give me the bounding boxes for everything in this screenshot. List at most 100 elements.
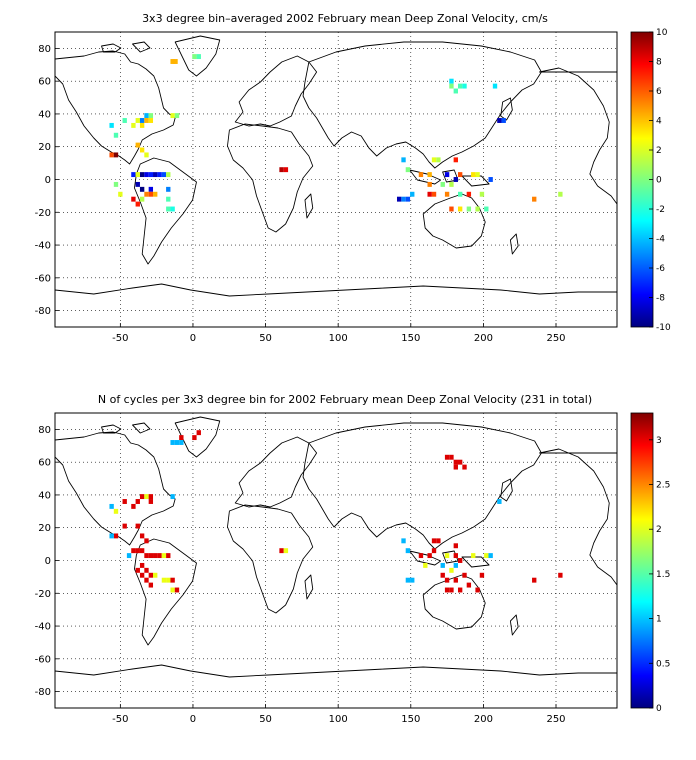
- data-cell: [418, 172, 424, 178]
- colorbar-tick-label: -2: [656, 205, 665, 215]
- data-cell: [488, 177, 493, 182]
- data-cell: [109, 503, 114, 509]
- data-cell: [440, 562, 445, 568]
- data-cell: [148, 186, 154, 192]
- data-cell: [148, 494, 154, 500]
- data-cell: [109, 533, 114, 539]
- y-tick-label: 0: [45, 175, 51, 186]
- data-cell: [131, 548, 136, 554]
- data-cell: [131, 503, 136, 509]
- x-tick-label: 50: [259, 333, 272, 344]
- data-cell: [139, 548, 145, 554]
- data-cell: [279, 167, 284, 173]
- x-tick-label: 250: [546, 333, 565, 344]
- velocity-x-ticks: -50 0 50 100 150 200 250: [112, 323, 566, 344]
- colorbar-tick-label: 4: [656, 117, 662, 127]
- data-cell: [173, 59, 178, 64]
- data-cell: [144, 172, 149, 178]
- data-cell: [170, 577, 175, 583]
- data-cell: [427, 172, 432, 178]
- data-cell: [139, 118, 145, 123]
- data-cell: [144, 567, 149, 573]
- y-tick-label: 40: [38, 109, 51, 120]
- data-cell: [122, 118, 127, 123]
- data-cell: [148, 553, 154, 559]
- data-cell: [457, 191, 463, 197]
- data-cell: [558, 191, 563, 197]
- data-cell: [492, 83, 498, 89]
- data-cell: [170, 59, 175, 64]
- data-cell: [153, 553, 158, 559]
- data-cell: [449, 567, 454, 573]
- colorbar-tick-label: -6: [656, 264, 665, 274]
- data-cell: [444, 172, 450, 178]
- data-cell: [418, 553, 424, 559]
- data-cell: [161, 172, 167, 178]
- y-tick-label: -20: [35, 208, 51, 219]
- data-cell: [126, 553, 132, 559]
- colorbar-tick-label: 1.5: [656, 570, 670, 580]
- colorbar-tick-label: -8: [656, 294, 665, 304]
- colorbar-tick-label: 6: [656, 87, 662, 97]
- data-cell: [135, 201, 140, 207]
- data-cell: [453, 562, 458, 568]
- velocity-y-ticks: -80 -60 -40 -20 0 20 40 60 80: [35, 44, 59, 317]
- data-cell: [144, 118, 149, 123]
- data-cell: [427, 553, 432, 559]
- data-cell: [144, 553, 149, 559]
- y-tick-label: 80: [38, 44, 51, 55]
- data-cell: [475, 206, 480, 212]
- data-cell: [153, 572, 158, 578]
- data-cell: [161, 577, 167, 583]
- data-cell: [174, 587, 180, 593]
- data-cell: [475, 587, 480, 593]
- data-cell: [148, 118, 154, 123]
- data-cell: [497, 118, 502, 123]
- data-cell: [174, 113, 180, 119]
- y-tick-label: -80: [35, 306, 51, 317]
- colorbar-tick-label: 3: [656, 436, 662, 446]
- data-cell: [170, 206, 175, 212]
- data-cell: [444, 553, 450, 559]
- data-cell: [139, 196, 145, 202]
- data-cell: [144, 538, 149, 544]
- data-cell: [444, 587, 450, 593]
- data-cell: [466, 191, 472, 197]
- data-cell: [131, 172, 136, 178]
- data-cell: [501, 118, 506, 123]
- data-cell: [122, 499, 127, 504]
- data-cell: [148, 113, 154, 119]
- data-cell: [440, 181, 445, 187]
- velocity-panel: 3x3 degree bin–averaged 2002 February me…: [35, 12, 671, 344]
- data-cell: [170, 440, 175, 445]
- x-tick-label: 150: [401, 714, 420, 725]
- data-cell: [135, 523, 140, 529]
- data-cell: [405, 577, 411, 583]
- cycles-coastlines: [55, 416, 617, 708]
- colorbar-tick-label: 10: [656, 28, 668, 38]
- y-tick-label: 60: [38, 77, 51, 88]
- colorbar-tick-label: 1: [656, 615, 662, 625]
- data-cell: [475, 172, 480, 178]
- data-cell: [410, 577, 415, 583]
- data-cell: [157, 553, 162, 559]
- data-cell: [144, 577, 149, 583]
- data-cell: [139, 533, 145, 539]
- data-cell: [139, 172, 145, 178]
- data-cell: [170, 494, 175, 500]
- x-tick-label: 200: [474, 714, 493, 725]
- y-tick-label: 60: [38, 458, 51, 469]
- data-cell: [139, 122, 145, 128]
- cycles-cells: [109, 430, 563, 593]
- data-cell: [401, 538, 406, 544]
- data-cell: [135, 118, 140, 123]
- data-cell: [113, 533, 119, 539]
- x-tick-label: 0: [190, 333, 196, 344]
- data-cell: [135, 172, 140, 178]
- data-cell: [436, 157, 441, 163]
- data-cell: [196, 430, 201, 436]
- data-cell: [113, 508, 119, 514]
- data-cell: [148, 172, 154, 178]
- data-cell: [135, 142, 140, 148]
